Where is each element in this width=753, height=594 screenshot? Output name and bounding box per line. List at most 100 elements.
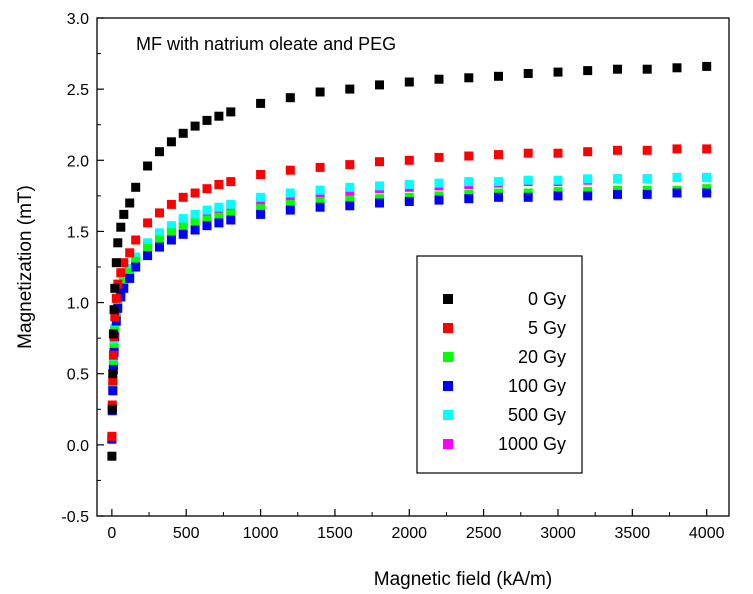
data-point [143,238,153,248]
y-axis-title: Magnetization (mT) [15,185,36,349]
data-point [404,197,414,206]
data-point [464,194,474,204]
data-point [155,228,164,238]
data-point [214,180,224,189]
data-point [119,209,129,219]
data-point [434,195,444,205]
data-point [190,188,200,198]
data-point [226,199,236,209]
y-tick-label: 3.0 [67,11,89,28]
data-point [672,144,682,154]
legend-label: 1000 Gy [498,434,566,454]
data-point [202,205,212,215]
data-point [143,218,153,228]
data-point [226,177,236,187]
y-tick-label: 0.0 [67,438,89,455]
data-point [315,185,325,195]
data-point [116,268,126,278]
data-point [190,121,200,131]
data-point [553,67,563,77]
data-point [202,221,212,231]
data-point [178,222,188,232]
data-point [108,350,118,360]
data-markers [107,61,712,461]
data-point [108,386,118,396]
data-point [178,192,188,202]
data-point [108,369,118,379]
data-point [672,172,682,182]
data-point [702,188,712,198]
x-tick-label: 0 [107,525,116,542]
data-point [108,329,118,339]
data-point [131,182,141,192]
data-point [315,162,325,172]
axes: 0 500 1000 1500 2000 2500 3000 3500 4000 -0.5 0.0 0… [61,11,724,542]
data-point [285,165,295,175]
x-tick-label: 2000 [391,525,427,542]
series-100-gy [107,188,712,444]
data-point [285,199,295,209]
data-point [155,147,164,157]
data-point [642,174,652,184]
data-point [214,111,224,121]
y-tick-label: 2.5 [67,82,89,99]
data-point [404,155,414,165]
data-point [345,201,355,211]
data-point [702,172,712,182]
legend-marker [443,294,453,304]
data-point [143,161,153,171]
legend-label: 20 Gy [518,347,566,367]
data-point [166,228,176,238]
data-point [523,175,533,185]
legend-marker [443,410,453,420]
y-tick-label: 1.0 [67,296,89,313]
data-point [226,209,236,219]
data-point [111,293,121,303]
x-tick-label: 1000 [243,525,279,542]
data-point [613,174,622,184]
data-point [345,160,355,170]
data-point [214,202,224,212]
data-point [110,283,120,293]
data-point [226,215,236,225]
data-point [125,268,135,278]
data-point [285,188,295,198]
data-point [119,258,129,268]
data-point [523,192,533,202]
data-point [155,208,164,218]
data-point [345,84,355,94]
data-point [494,150,503,160]
data-point [131,256,141,266]
data-point [464,151,474,161]
y-tick-label: 2.0 [67,153,89,170]
data-point [119,283,129,293]
data-point [315,202,325,212]
data-point [672,63,682,73]
data-point [345,195,355,205]
data-point [202,184,212,194]
data-point [131,235,141,245]
data-point [110,312,120,322]
data-point [613,145,622,155]
data-point [155,235,164,245]
data-point [107,404,117,414]
data-point [404,77,414,87]
data-point [155,242,164,252]
data-point [583,66,593,76]
x-tick-label: 1500 [317,525,353,542]
legend-label: 500 Gy [508,405,566,425]
data-point [583,174,593,184]
data-point [125,198,135,208]
legend: 0 Gy 5 Gy 20 Gy 100 Gy 500 Gy 1000 Gy [416,255,583,474]
data-point [107,451,117,461]
data-point [315,87,325,97]
y-tick-label: 1.5 [67,224,89,241]
data-point [702,61,712,71]
data-point [375,181,384,191]
data-point [434,178,444,188]
data-point [613,189,622,199]
data-point [613,64,622,74]
data-point [553,191,563,201]
data-point [375,198,384,208]
